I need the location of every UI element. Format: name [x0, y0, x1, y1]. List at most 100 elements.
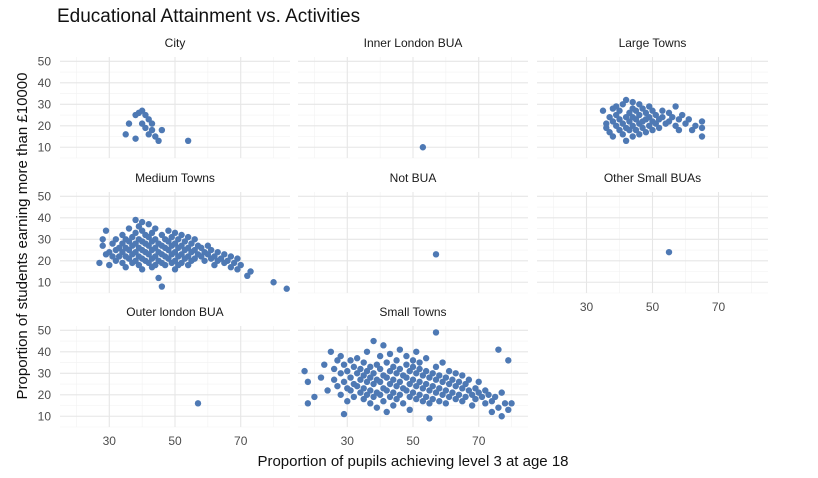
data-point	[234, 255, 241, 262]
data-point	[96, 259, 103, 267]
data-point	[455, 391, 463, 398]
data-point	[675, 126, 683, 134]
data-point	[659, 113, 666, 121]
data-point	[132, 216, 139, 224]
panel-outer-london-bua: Outer london BUA	[60, 305, 290, 428]
data-point	[409, 376, 417, 383]
data-point	[330, 365, 338, 373]
data-point	[122, 131, 129, 138]
data-point	[413, 348, 420, 355]
data-point	[622, 137, 630, 145]
data-point	[475, 378, 482, 386]
y-tick-label: 30	[38, 97, 52, 111]
data-point	[416, 391, 423, 398]
data-point	[347, 357, 354, 364]
data-point	[145, 221, 152, 228]
data-point	[158, 126, 166, 134]
data-point	[403, 374, 410, 381]
y-tick-label: 20	[38, 388, 52, 402]
data-point	[350, 393, 358, 401]
chart-title: Educational Attainment vs. Activities	[57, 6, 360, 27]
data-point	[616, 107, 623, 114]
data-point	[422, 380, 430, 388]
facet-label: Not BUA	[390, 171, 437, 185]
facet-label: Large Towns	[619, 36, 687, 50]
data-point	[465, 376, 473, 383]
data-point	[324, 387, 331, 394]
data-point	[636, 111, 643, 119]
y-tick-label: 30	[38, 232, 52, 246]
data-point	[436, 385, 443, 392]
data-point	[396, 346, 404, 353]
data-point	[432, 329, 440, 336]
data-point	[99, 236, 106, 243]
panel-not-bua: Not BUA	[298, 171, 528, 294]
data-point	[659, 107, 666, 114]
data-point	[99, 242, 106, 249]
data-point	[337, 391, 344, 398]
data-point	[508, 400, 515, 407]
data-point	[383, 408, 390, 416]
data-point	[337, 352, 344, 360]
x-tick-label: 50	[406, 434, 420, 448]
data-point	[138, 266, 146, 273]
data-point	[360, 359, 367, 366]
data-point	[429, 370, 436, 377]
data-point	[390, 402, 397, 409]
data-point	[399, 400, 407, 407]
y-tick-label: 10	[38, 275, 52, 289]
data-point	[191, 236, 198, 243]
data-point	[619, 131, 626, 138]
data-point	[455, 378, 463, 386]
data-point	[304, 378, 312, 386]
data-point	[449, 389, 456, 396]
data-point	[112, 236, 120, 243]
data-point	[344, 398, 351, 405]
data-point	[416, 359, 423, 366]
data-point	[132, 135, 139, 142]
data-point	[227, 253, 235, 260]
data-point	[360, 385, 367, 392]
x-tick-label: 30	[341, 434, 355, 448]
data-point	[622, 96, 630, 104]
data-point	[698, 118, 706, 125]
x-axis-ticks: 30 50 70 30 50 70 30 50 70	[103, 300, 726, 448]
data-point	[367, 387, 374, 394]
data-point	[452, 370, 459, 377]
data-point	[505, 357, 512, 364]
data-point	[409, 357, 417, 364]
data-point	[396, 365, 404, 373]
data-point	[383, 387, 390, 394]
data-point	[442, 387, 450, 394]
data-point	[488, 408, 496, 416]
data-point	[194, 400, 202, 407]
data-point	[396, 391, 404, 398]
data-point	[270, 279, 277, 286]
data-point	[370, 370, 377, 377]
y-tick-label: 10	[38, 409, 52, 423]
y-tick-label: 30	[38, 366, 52, 380]
data-point	[485, 391, 492, 398]
data-point	[495, 346, 502, 353]
data-point	[498, 389, 505, 396]
data-point	[390, 376, 397, 383]
x-tick-label: 30	[580, 300, 594, 314]
data-point	[155, 137, 162, 145]
data-point	[184, 137, 192, 145]
panel-inner-london-bua: Inner London BUA	[298, 36, 528, 159]
panel-medium-towns: Medium Towns	[60, 171, 290, 294]
facet-panels: City Inner London BUA Large Towns Medium To…	[60, 36, 768, 428]
data-point	[419, 144, 427, 151]
data-point	[363, 348, 371, 355]
data-point	[442, 400, 450, 407]
data-point	[344, 367, 351, 375]
data-point	[357, 365, 364, 373]
y-tick-label: 50	[38, 189, 52, 203]
data-point	[340, 378, 348, 386]
data-point	[439, 359, 446, 366]
y-tick-label: 20	[38, 254, 52, 268]
data-point	[165, 227, 172, 234]
data-point	[478, 393, 486, 401]
data-point	[376, 391, 384, 398]
